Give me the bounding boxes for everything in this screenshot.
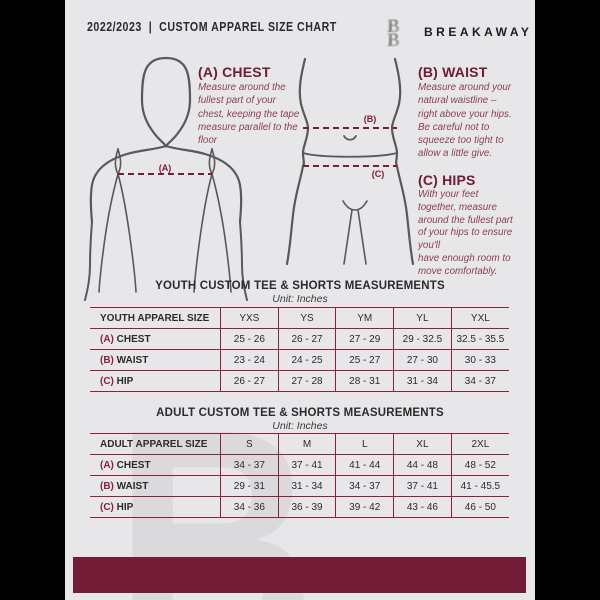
svg-text:(B): (B)	[364, 114, 377, 124]
svg-text:(C): (C)	[372, 169, 385, 179]
